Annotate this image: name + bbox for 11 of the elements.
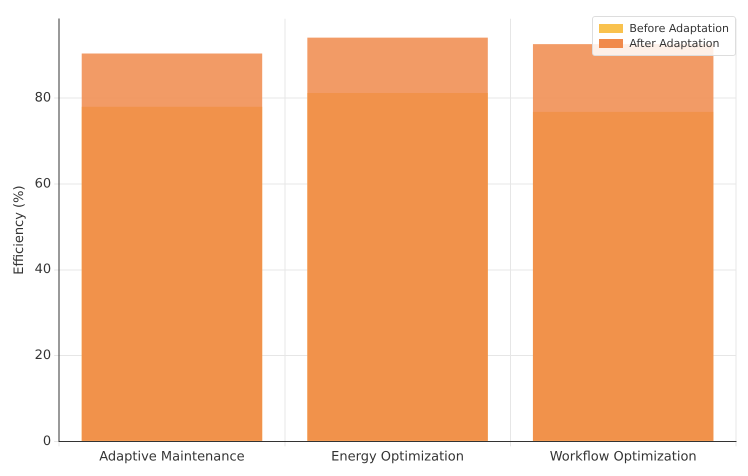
y-tick-label: 0 — [42, 434, 52, 449]
x-tick-label: Workflow Optimization — [550, 450, 697, 465]
y-tick-label: 40 — [34, 262, 52, 278]
y-tick-label: 20 — [34, 348, 52, 363]
y-tick-label: 60 — [34, 176, 52, 192]
y-axis-title: Efficiency (%) — [12, 185, 28, 275]
legend-label: Before Adaptation — [629, 22, 729, 35]
x-tick-label: Adaptive Maintenance — [99, 450, 245, 465]
x-tick-label: Energy Optimization — [331, 450, 464, 465]
legend-label: After Adaptation — [629, 37, 720, 50]
y-tick-label: 80 — [34, 90, 52, 106]
